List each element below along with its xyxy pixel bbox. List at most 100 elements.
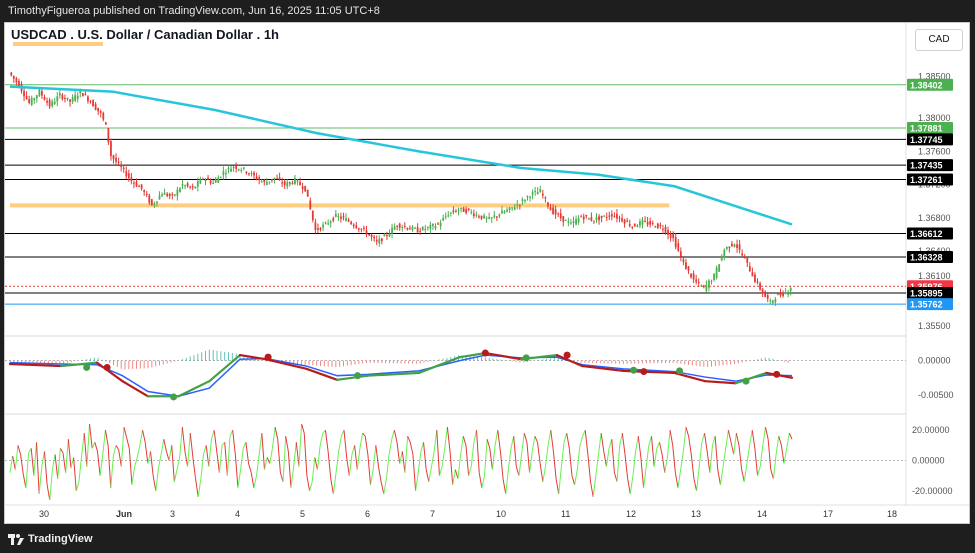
candle-body (608, 215, 611, 217)
candle-body (117, 161, 120, 163)
oscillator-segment (550, 430, 554, 452)
candle-body (713, 273, 715, 281)
oscillator-segment (502, 478, 507, 495)
oscillator-segment (242, 442, 247, 449)
macd-line-segment (264, 358, 308, 370)
oscillator-segment (322, 429, 326, 434)
oscillator-segment (566, 433, 570, 449)
oscillator-segment (51, 454, 56, 470)
candle-body (112, 155, 115, 160)
price-tick-label: 1.38000 (918, 113, 951, 123)
oscillator-segment (706, 451, 711, 473)
candle-body (618, 217, 621, 219)
candle-body (301, 186, 304, 190)
oscillator-segment (592, 475, 597, 498)
time-tick-label: 5 (300, 509, 305, 519)
oscillator-segment (261, 433, 265, 470)
macd-cross-dot (742, 377, 750, 385)
oscillator-segment (203, 445, 207, 455)
currency-button[interactable]: CAD (915, 29, 963, 51)
candle-body (616, 213, 618, 219)
candle-body (360, 228, 363, 230)
candle-body (631, 226, 634, 228)
candle-body (388, 233, 391, 237)
oscillator-segment (518, 454, 523, 476)
candle-body (723, 249, 726, 258)
oscillator-segment (200, 454, 205, 479)
oscillator-segment (749, 430, 753, 446)
oscillator-segment (457, 454, 462, 479)
candle-body (411, 226, 414, 230)
oscillator-segment (433, 430, 438, 452)
oscillator-segment (465, 445, 470, 476)
candle-body (69, 99, 71, 102)
macd-line-segment (366, 371, 420, 377)
candle-body (467, 208, 470, 210)
candle-body (595, 217, 598, 221)
candle-body (125, 171, 128, 177)
candle-body (432, 224, 434, 227)
oscillator-segment (303, 433, 308, 476)
oscillator-segment (173, 469, 178, 482)
oscillator-segment (444, 427, 448, 449)
oscillator-segment (226, 436, 231, 476)
oscillator-segment (696, 466, 700, 491)
level-badge (907, 133, 953, 146)
candle-body (539, 189, 542, 193)
candle-body (697, 281, 700, 283)
candle-body (99, 111, 102, 113)
oscillator-segment (237, 469, 242, 488)
macd-line-segment (305, 367, 339, 381)
oscillator-segment (521, 433, 525, 455)
candle-body (324, 222, 327, 224)
candle-body (235, 165, 238, 169)
candle-body (731, 243, 733, 247)
oscillator-segment (147, 451, 151, 464)
oscillator-segment (120, 427, 125, 467)
candle-body (370, 234, 373, 238)
oscillator-segment (478, 472, 483, 488)
candle-body (398, 223, 401, 228)
candle-body (536, 192, 539, 195)
candle-body (401, 227, 404, 229)
oscillator-segment (534, 436, 538, 443)
candle-body (143, 190, 146, 193)
oscillator-segment (70, 457, 75, 469)
candle-body (278, 177, 281, 180)
oscillator-segment (547, 430, 552, 446)
candle-body (245, 171, 248, 174)
oscillator-segment (701, 433, 706, 443)
oscillator-segment (590, 481, 594, 498)
oscillator-segment (81, 433, 85, 457)
price-tick-label: 1.37600 (918, 146, 951, 156)
oscillator-segment (704, 433, 708, 452)
oscillator-segment (118, 449, 122, 467)
candle-body (222, 171, 225, 176)
oscillator-segment (489, 448, 493, 470)
candle-body (789, 287, 792, 291)
candle-body (756, 281, 759, 283)
oscillator-segment (656, 442, 660, 449)
candle-body (659, 224, 662, 227)
level-badge (907, 159, 953, 172)
oscillator-segment (544, 445, 549, 467)
candle-body (667, 230, 669, 235)
macd-line-segment (734, 371, 768, 385)
macd-cross-dot (630, 366, 638, 374)
candle-body (725, 246, 728, 249)
candle-body (495, 216, 498, 218)
candle-body (452, 210, 455, 213)
candle-body (529, 196, 531, 198)
oscillator-segment (348, 454, 353, 476)
oscillator-segment (658, 442, 663, 455)
candle-body (133, 182, 135, 184)
candle-body (191, 186, 194, 188)
oscillator-segment (274, 427, 279, 440)
oscillator-segment (616, 445, 621, 482)
candle-body (784, 292, 787, 294)
candle-body (291, 183, 294, 185)
time-tick-label: Jun (116, 509, 132, 519)
candle-body (787, 291, 790, 295)
oscillator-segment (537, 442, 541, 464)
candle-body (373, 236, 376, 239)
